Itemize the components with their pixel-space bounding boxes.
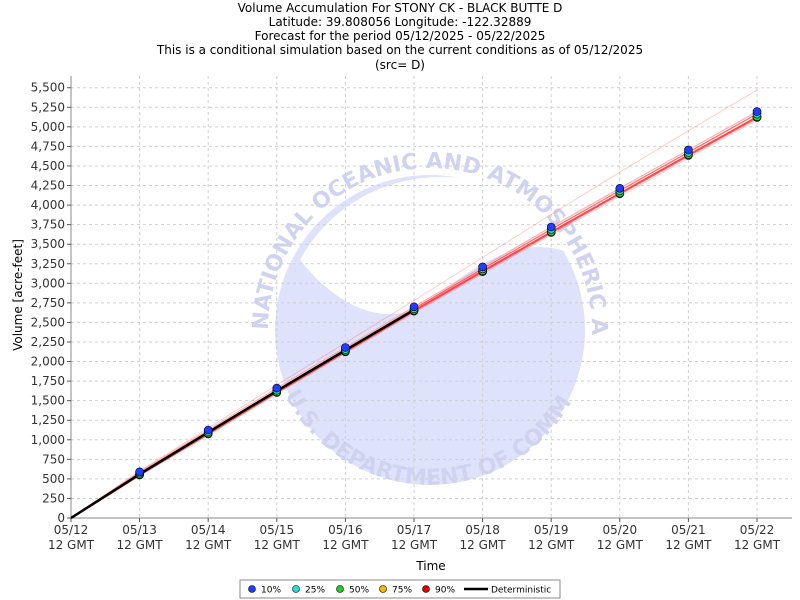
x-tick-label: 05/12	[54, 523, 89, 537]
data-point-10pct	[341, 343, 350, 352]
y-tick-label: 4,250	[31, 179, 65, 193]
y-tick-label: 5,500	[31, 81, 65, 95]
y-tick-label: 750	[42, 452, 65, 466]
y-tick-label: 1,000	[31, 433, 65, 447]
data-point-10pct	[409, 302, 419, 312]
y-tick-label: 3,500	[31, 237, 65, 251]
legend-marker	[379, 585, 387, 593]
y-tick-label: 2,250	[31, 335, 65, 349]
y-tick-label: 2,000	[31, 355, 65, 369]
y-tick-label: 250	[42, 491, 65, 505]
x-tick-label: 05/21	[671, 523, 706, 537]
y-axis-ticks: 0 250 500 750 1,000 1,250 1,500 1,750 2,000 2,250…	[31, 81, 71, 525]
x-tick-label: 05/18	[465, 523, 500, 537]
x-tick-label: 05/19	[534, 523, 569, 537]
x-tick-label: 05/17	[397, 523, 432, 537]
y-tick-label: 3,750	[31, 218, 65, 232]
legend-marker	[292, 585, 300, 593]
x-tick-label: 12 GMT	[322, 538, 369, 552]
data-point-10pct	[684, 145, 693, 155]
legend-label: Deterministic	[491, 586, 551, 596]
title-line: Forecast for the period 05/12/2025 - 05/…	[255, 29, 546, 43]
y-tick-label: 1,750	[31, 374, 65, 388]
x-tick-label: 12 GMT	[48, 538, 95, 552]
x-tick-label: 12 GMT	[734, 538, 781, 552]
x-tick-label: 05/22	[740, 523, 775, 537]
x-tick-label: 05/15	[260, 523, 295, 537]
x-axis-label: Time	[415, 559, 445, 573]
legend-marker	[248, 585, 256, 593]
data-point-10pct	[615, 184, 625, 193]
x-tick-label: 12 GMT	[391, 538, 438, 552]
ensemble-trace-line	[70, 89, 758, 519]
y-tick-label: 2,500	[31, 315, 65, 329]
legend-label: 90%	[435, 586, 455, 596]
legend-label: 75%	[392, 586, 412, 596]
x-tick-label: 12 GMT	[460, 538, 507, 552]
noaa-logo-text: NOAA	[347, 198, 514, 258]
chart-title: Volume Accumulation For STONY CK - BLACK…	[156, 1, 643, 72]
data-point-10pct	[135, 467, 144, 477]
y-tick-label: 4,000	[31, 198, 65, 212]
x-tick-label: 12 GMT	[117, 538, 164, 552]
y-tick-label: 0	[57, 511, 65, 525]
title-line: (src= D)	[375, 58, 425, 72]
y-tick-label: 3,250	[31, 257, 65, 271]
y-tick-label: 4,750	[31, 139, 65, 153]
x-tick-label: 05/14	[191, 523, 226, 537]
x-tick-label: 12 GMT	[185, 538, 232, 552]
series-points	[135, 107, 762, 480]
legend-box	[239, 579, 561, 599]
y-tick-label: 5,250	[31, 100, 65, 114]
y-tick-label: 500	[42, 472, 65, 486]
legend-label: 25%	[305, 586, 325, 596]
y-tick-label: 2,750	[31, 296, 65, 310]
data-point-10pct	[546, 222, 556, 232]
x-tick-label: 12 GMT	[597, 538, 644, 552]
title-line: This is a conditional simulation based o…	[156, 43, 643, 57]
y-axis-label: Volume [acre-feet]	[11, 239, 25, 351]
x-tick-label: 12 GMT	[254, 538, 301, 552]
data-point-10pct	[272, 383, 282, 393]
legend-label: 10%	[261, 586, 281, 596]
y-tick-label: 1,250	[31, 413, 65, 427]
x-tick-label: 05/13	[122, 523, 157, 537]
legend-label: 50%	[349, 586, 369, 596]
x-tick-label: 12 GMT	[528, 538, 575, 552]
title-line: Latitude: 39.808056 Longitude: -122.3288…	[269, 15, 532, 29]
legend-marker	[336, 585, 344, 593]
legend-marker	[422, 585, 430, 593]
data-point-10pct	[752, 107, 762, 116]
data-point-10pct	[203, 425, 213, 435]
axes	[70, 76, 792, 519]
data-point-10pct	[478, 262, 487, 272]
y-tick-label: 1,500	[31, 394, 65, 408]
legend: 10% 25% 50% 75% 90% Deterministic	[239, 579, 561, 599]
y-tick-label: 3,000	[31, 276, 65, 290]
deterministic-line	[70, 308, 415, 520]
x-tick-label: 12 GMT	[665, 538, 712, 552]
y-tick-label: 5,000	[31, 120, 65, 134]
x-tick-label: 05/16	[328, 523, 363, 537]
noaa-logo-bird	[300, 176, 575, 315]
y-tick-label: 4,500	[31, 159, 65, 173]
x-tick-label: 05/20	[603, 523, 638, 537]
title-line: Volume Accumulation For STONY CK - BLACK…	[238, 1, 563, 15]
